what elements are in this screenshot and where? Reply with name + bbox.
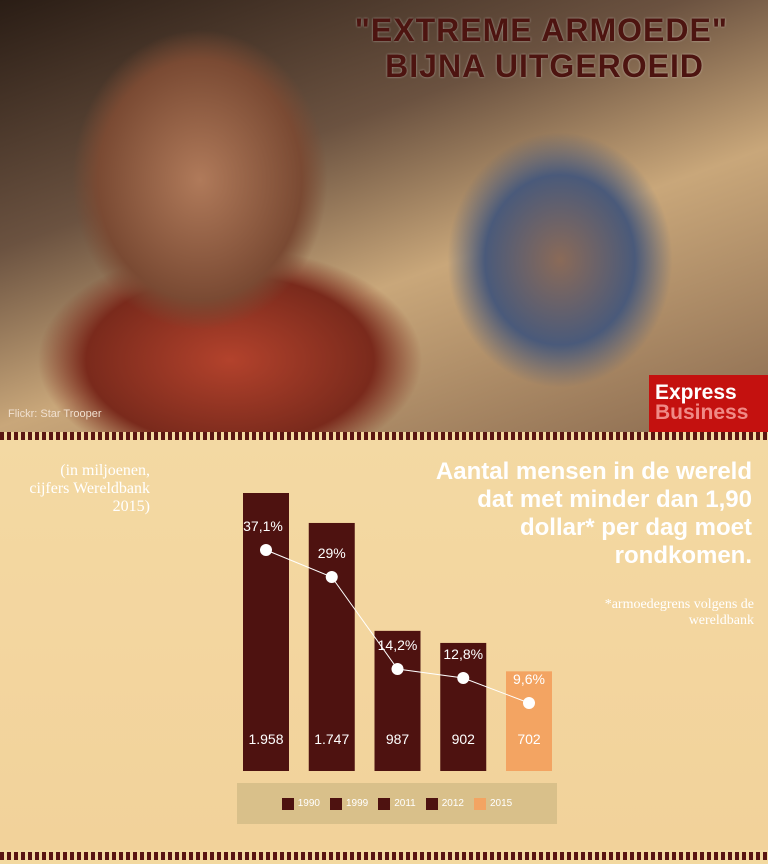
bar-1999 [308,522,355,771]
value-label-1999: 1.747 [314,731,349,747]
logo-line-2: Business [655,401,749,424]
legend: 1990 1999 2011 2012 2015 [237,783,557,824]
express-business-logo: Express Business [649,375,768,432]
title-line-1: "EXTREME ARMOEDE" [354,12,728,48]
title-line-2: BIJNA UITGEROEID [385,48,704,84]
legend-item-2011: 2011 [378,797,416,810]
legend-label: 1990 [297,798,320,809]
logo-line-1: Express [655,381,737,404]
percent-point-1999 [325,571,338,583]
legend-item-2015: 2015 [474,797,513,810]
legend-item-2012: 2012 [425,797,464,810]
bar-2015 [506,671,552,771]
chart-title: Aantal mensen in de wereld dat met minde… [435,458,752,569]
bar-1990 [243,493,289,771]
value-label-1990: 1.958 [248,731,283,747]
legend-item-1999: 1999 [329,797,369,810]
unit-note: (in miljoenen, cijfers Wereldbank 2015) [29,462,150,515]
divider-bottom [0,852,768,860]
header-photo [0,0,768,432]
percent-point-2012 [457,672,470,684]
photo-credit: Flickr: Star Trooper [8,408,102,420]
bar-2011 [374,630,421,771]
legend-label: 2011 [394,798,416,809]
legend-swatch [425,797,438,810]
legend-swatch [329,797,342,810]
legend-swatch [281,797,294,810]
percent-label-1990: 37,1% [243,518,283,534]
value-label-2012: 902 [452,731,476,747]
legend-swatch [378,797,391,810]
legend-label: 2015 [490,798,513,809]
percent-label-2012: 12,8% [443,646,483,662]
bar-2012 [440,642,487,771]
percent-label-2015: 9,6% [513,671,545,687]
legend-item-1990: 1990 [281,797,320,810]
legend-swatch [474,797,486,810]
percent-point-2015 [523,697,535,709]
percent-label-1999: 29% [318,545,346,561]
value-label-2015: 702 [517,731,541,747]
value-label-2011: 987 [386,731,410,747]
percent-point-1990 [260,544,272,556]
divider-top [0,432,768,440]
percent-point-2011 [391,663,404,675]
footnote: *armoedegrens volgens de wereldbank [604,597,754,628]
legend-label: 1999 [345,798,369,809]
percent-label-2011: 14,2% [378,637,418,653]
legend-label: 2012 [441,798,464,809]
